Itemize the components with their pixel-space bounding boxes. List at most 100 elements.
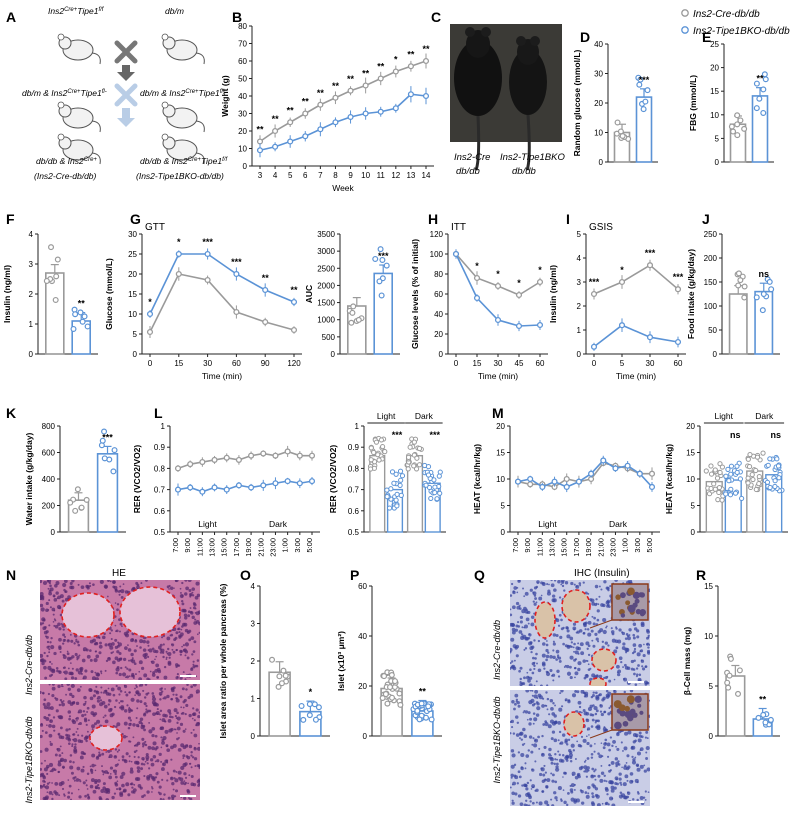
nucleus (62, 642, 65, 645)
nucleus (147, 644, 150, 647)
nucleus (191, 712, 196, 717)
y-axis-label: Islet (x10³ μm²) (336, 631, 346, 691)
nucleus (123, 721, 128, 726)
nucleus (619, 791, 623, 794)
data-point (416, 716, 423, 723)
nucleus (58, 782, 63, 787)
nucleus (538, 747, 541, 750)
nucleus (574, 690, 578, 693)
nucleus (61, 787, 65, 791)
nucleus (91, 704, 96, 709)
nucleus (194, 764, 197, 768)
significance-label: *** (378, 251, 389, 261)
nucleus (553, 738, 558, 743)
nucleus (173, 777, 176, 780)
nucleus (592, 691, 595, 694)
y-tick-label: 1500 (317, 299, 335, 308)
nucleus (188, 588, 192, 592)
nucleus (510, 622, 514, 627)
nucleus (63, 666, 66, 669)
nucleus (586, 647, 589, 650)
data-point (536, 321, 544, 329)
nucleus (583, 711, 588, 716)
y-tick-label: 20 (496, 422, 505, 431)
y-tick-label: 40 (358, 632, 367, 641)
nucleus (151, 786, 153, 788)
nucleus (586, 727, 591, 731)
data-point (422, 57, 430, 65)
nucleus (566, 634, 571, 639)
data-point (753, 467, 759, 474)
nucleus (166, 652, 169, 655)
data-point (72, 311, 79, 318)
data-point (741, 125, 748, 132)
nucleus (197, 610, 200, 615)
significance-label: * (496, 269, 500, 279)
nucleus (595, 794, 600, 799)
nucleus (75, 701, 80, 706)
nucleus (151, 700, 156, 705)
nucleus (599, 710, 603, 713)
y-axis-label: Insulin (ng/ml) (548, 265, 558, 323)
nucleus (130, 767, 134, 771)
data-point (174, 465, 182, 472)
nucleus (107, 687, 110, 690)
nucleus (116, 722, 121, 727)
data-point (756, 95, 763, 102)
legend-grey-label: Ins2-Cre-db/db (693, 9, 760, 20)
nucleus (85, 723, 88, 726)
nucleus (148, 722, 151, 724)
nucleus (563, 771, 567, 775)
nucleus (593, 750, 596, 753)
data-point (674, 338, 682, 346)
x-tick-label: 10 (361, 171, 370, 180)
nucleus (161, 718, 166, 723)
nucleus (172, 788, 175, 791)
nucleus (589, 744, 593, 748)
nucleus (105, 798, 110, 800)
panel-letter: M (492, 405, 504, 421)
nucleus (110, 637, 113, 641)
nucleus (614, 776, 619, 781)
y-tick-label: 0 (439, 350, 444, 359)
y-tick-label: 20 (434, 330, 443, 339)
nucleus (537, 639, 541, 643)
nucleus (163, 793, 166, 796)
nucleus (645, 730, 649, 734)
nucleus (53, 624, 56, 627)
significance-label: ** (756, 74, 764, 84)
data-point (745, 475, 751, 481)
legend-blue-label: Ins2-Tipe1BKO-db/db (693, 26, 790, 37)
nucleus (171, 797, 175, 800)
nucleus (184, 642, 189, 647)
nucleus (84, 669, 88, 673)
data-point (767, 716, 774, 723)
nucleus (533, 684, 536, 686)
nucleus (545, 658, 548, 662)
nucleus (49, 668, 53, 672)
nucleus (104, 714, 107, 717)
nucleus (608, 780, 613, 785)
nucleus (156, 708, 159, 711)
nucleus (54, 624, 59, 629)
nucleus (71, 745, 74, 748)
data-point (414, 707, 421, 714)
data-point (425, 463, 432, 470)
nucleus (564, 581, 569, 585)
x-tick-label: 3:00 (293, 538, 302, 553)
data-point (83, 496, 90, 503)
y-tick-label: 200 (704, 254, 718, 263)
nucleus (116, 763, 119, 766)
he-row-label-bottom: Ins2-Tipe1BKO-db/db (24, 717, 34, 804)
nucleus (190, 667, 193, 670)
nucleus (154, 734, 158, 738)
data-point (368, 445, 374, 451)
nucleus (166, 694, 170, 699)
y-tick-label: 0 (363, 732, 368, 741)
nucleus (647, 634, 650, 637)
nucleus (91, 753, 96, 758)
data-point (394, 503, 400, 509)
nucleus (555, 799, 558, 802)
nucleus (96, 699, 100, 703)
nucleus (580, 765, 584, 769)
